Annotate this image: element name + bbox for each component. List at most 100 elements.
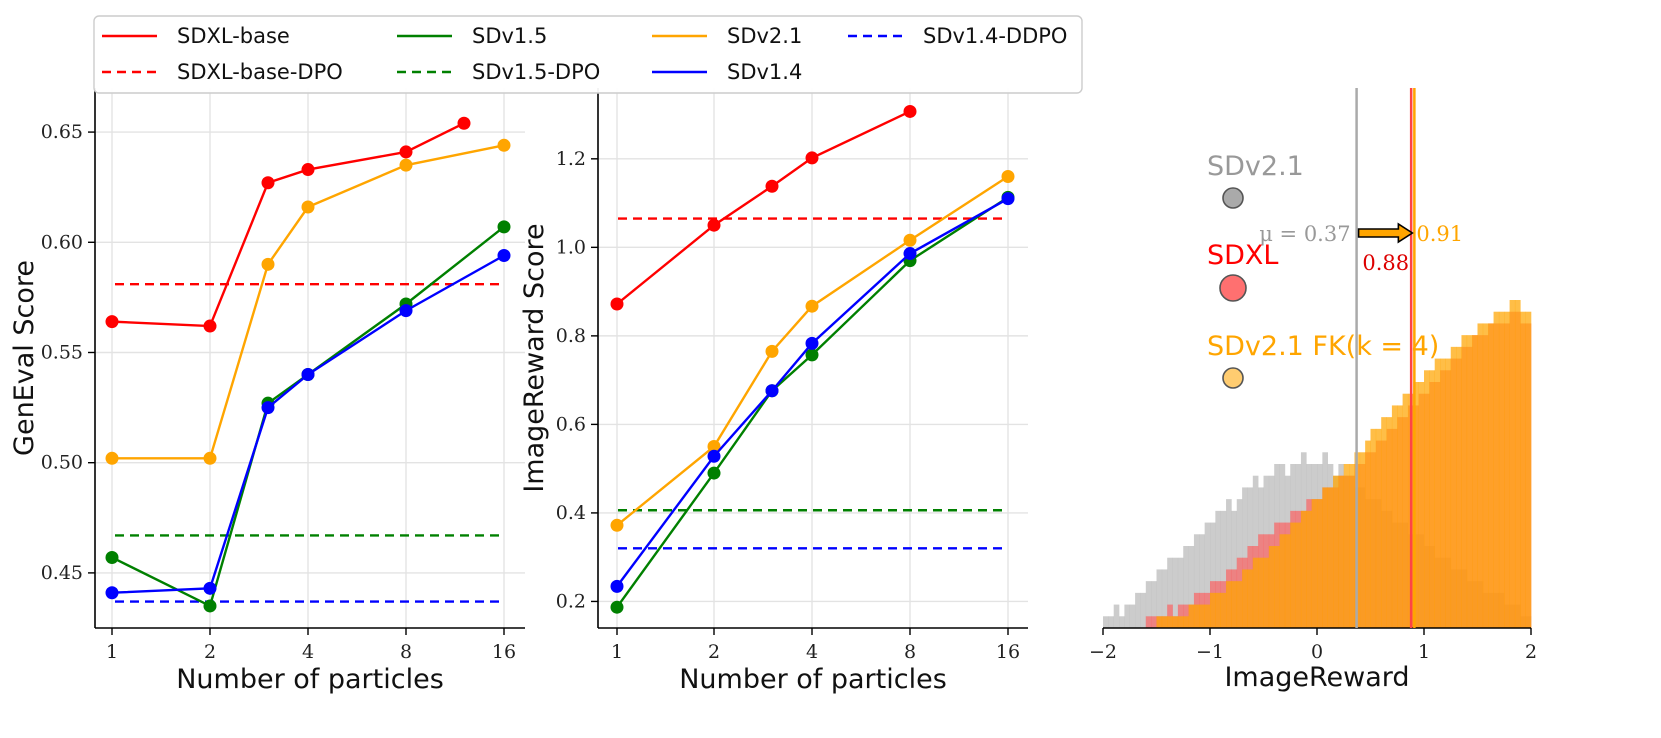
hist-bar-SDv2.1 [1130, 605, 1136, 628]
hist-bar-SDv2.1 FK(k = 4) [1424, 370, 1430, 628]
mean-label-fk: 0.91 [1416, 222, 1463, 246]
hist-bar-SDv2.1 FK(k = 4) [1322, 487, 1328, 628]
hist-bar-SDv2.1 FK(k = 4) [1231, 581, 1237, 628]
hist-bar-SDv2.1 FK(k = 4) [1210, 593, 1216, 628]
data-point-SDv1.5 [204, 599, 217, 612]
y-tick-label: 0.60 [41, 231, 83, 253]
hist-bar-SDv2.1 FK(k = 4) [1301, 511, 1307, 628]
y-tick-label: 0.2 [556, 590, 586, 612]
annotation-marker-sdxl [1220, 275, 1246, 301]
hist-bar-SDv2.1 FK(k = 4) [1360, 452, 1366, 628]
hist-bar-SDv2.1 FK(k = 4) [1226, 581, 1232, 628]
hist-bar-SDv2.1 FK(k = 4) [1338, 476, 1344, 628]
hist-bar-SDv2.1 FK(k = 4) [1488, 323, 1494, 628]
hist-bar-SDv2.1 FK(k = 4) [1328, 487, 1334, 628]
hist-bar-SDv2.1 FK(k = 4) [1199, 605, 1205, 628]
hist-bar-SDv2.1 [1135, 593, 1141, 628]
hist-bar-SDv2.1 FK(k = 4) [1167, 616, 1173, 628]
hist-bar-SDv2.1 FK(k = 4) [1371, 429, 1377, 628]
panel-2: 0.20.40.60.81.01.2124816Number of partic… [519, 88, 1028, 695]
data-point-SDv2.1 [806, 300, 819, 313]
legend-label-SDv1.4: SDv1.4 [727, 60, 802, 84]
hist-bar-SDv2.1 FK(k = 4) [1494, 312, 1500, 628]
x-tick-label: 2 [708, 641, 720, 663]
hist-bar-SDv2.1 FK(k = 4) [1269, 546, 1275, 628]
hist-bar-SDv2.1 FK(k = 4) [1237, 581, 1243, 628]
hist-bar-SDv2.1 FK(k = 4) [1344, 464, 1350, 628]
data-point-SDv2.1 [302, 201, 315, 214]
hist-bar-SDv2.1 FK(k = 4) [1264, 558, 1270, 628]
x-tick-label: 16 [996, 641, 1020, 663]
hist-bar-SDv2.1 FK(k = 4) [1280, 534, 1286, 628]
hist-bar-SDv2.1 FK(k = 4) [1247, 569, 1253, 628]
x-tick-label: 8 [400, 641, 412, 663]
hist-bar-SDv2.1 FK(k = 4) [1387, 417, 1393, 628]
hist-bar-SDv2.1 FK(k = 4) [1483, 323, 1489, 628]
data-point-SDv1.4 [400, 304, 413, 317]
hist-bar-SDv2.1 FK(k = 4) [1429, 370, 1435, 628]
hist-bar-SDv2.1 FK(k = 4) [1467, 335, 1473, 628]
series-line-SDXL-base [617, 111, 910, 304]
legend-label-SDv2.1: SDv2.1 [727, 24, 802, 48]
legend-label-SDv1.5-DPO: SDv1.5-DPO [472, 60, 600, 84]
hist-bar-SDv2.1 FK(k = 4) [1397, 405, 1403, 628]
hist-bar-SDv2.1 [1140, 593, 1146, 628]
legend-label-SDv1.4-DDPO: SDv1.4-DDPO [923, 24, 1067, 48]
hist-bar-SDv2.1 [1108, 616, 1114, 628]
data-point-SDv1.5 [708, 467, 721, 480]
y-tick-label: 1.0 [556, 236, 586, 258]
figure: 0.450.500.550.600.65124816Number of part… [0, 0, 1661, 738]
hist-bar-SDv2.1 FK(k = 4) [1456, 347, 1462, 628]
hist-bar-SDv2.1 FK(k = 4) [1365, 441, 1371, 628]
hist-bar-SDv2.1 FK(k = 4) [1376, 429, 1382, 628]
hist-bar-SDv2.1 FK(k = 4) [1242, 569, 1248, 628]
data-point-SDv1.4 [302, 368, 315, 381]
y-tick-label: 0.45 [41, 562, 83, 584]
hist-bar-SDv2.1 FK(k = 4) [1472, 335, 1478, 628]
x-tick-label: 2 [1525, 641, 1537, 663]
hist-bar-SDv2.1 FK(k = 4) [1451, 347, 1457, 628]
hist-bar-SDv2.1 FK(k = 4) [1290, 523, 1296, 628]
hist-bar-SDv2.1 [1119, 616, 1125, 628]
data-point-SDv2.1 [498, 139, 511, 152]
hist-bar-SDv2.1 FK(k = 4) [1461, 335, 1467, 628]
hist-bar-SDv2.1 FK(k = 4) [1499, 312, 1505, 628]
hist-bar-SDv2.1 FK(k = 4) [1526, 312, 1532, 628]
mean-label-sdxl: 0.88 [1362, 251, 1409, 275]
data-point-SDv2.1 [400, 159, 413, 172]
data-point-SDv2.1 [904, 234, 917, 247]
hist-bar-SDv2.1 FK(k = 4) [1403, 394, 1409, 628]
hist-bar-SDv2.1 FK(k = 4) [1178, 616, 1184, 628]
data-point-SDv2.1 [611, 519, 624, 532]
hist-bar-SDv2.1 FK(k = 4) [1381, 417, 1387, 628]
x-tick-label: 16 [492, 641, 516, 663]
hist-bar-SDv2.1 FK(k = 4) [1183, 616, 1189, 628]
x-tick-label: 4 [806, 641, 818, 663]
hist-bar-SDv2.1 FK(k = 4) [1157, 616, 1163, 628]
hist-bar-SDv2.1 FK(k = 4) [1194, 605, 1200, 628]
x-tick-label: 1 [611, 641, 623, 663]
hist-bar-SDv2.1 FK(k = 4) [1520, 312, 1526, 628]
data-point-SDv1.4 [806, 337, 819, 350]
data-point-SDv1.4 [766, 384, 779, 397]
data-point-SDv1.5 [106, 551, 119, 564]
improvement-arrow [1359, 224, 1413, 242]
hist-bar-SDv2.1 FK(k = 4) [1440, 359, 1446, 628]
y-axis-label: ImageReward Score [519, 223, 550, 492]
data-point-SDv2.1 [204, 452, 217, 465]
data-point-SDXL-base [204, 320, 217, 333]
hist-bar-SDv2.1 FK(k = 4) [1258, 558, 1264, 628]
hist-bar-SDv2.1 FK(k = 4) [1419, 382, 1425, 628]
data-point-SDv2.1 [1002, 170, 1015, 183]
data-point-SDv2.1 [106, 452, 119, 465]
hist-bar-SDv2.1 FK(k = 4) [1515, 300, 1521, 628]
hist-bar-SDv2.1 FK(k = 4) [1478, 323, 1484, 628]
data-point-SDXL-base [400, 145, 413, 158]
hist-bar-SDv2.1 FK(k = 4) [1312, 499, 1318, 628]
legend-label-SDv1.5: SDv1.5 [472, 24, 547, 48]
data-point-SDv1.4 [498, 249, 511, 262]
y-tick-label: 0.55 [41, 341, 83, 363]
data-point-SDv2.1 [262, 258, 275, 271]
y-tick-label: 1.2 [556, 148, 586, 170]
hist-bar-SDv2.1 FK(k = 4) [1510, 300, 1516, 628]
